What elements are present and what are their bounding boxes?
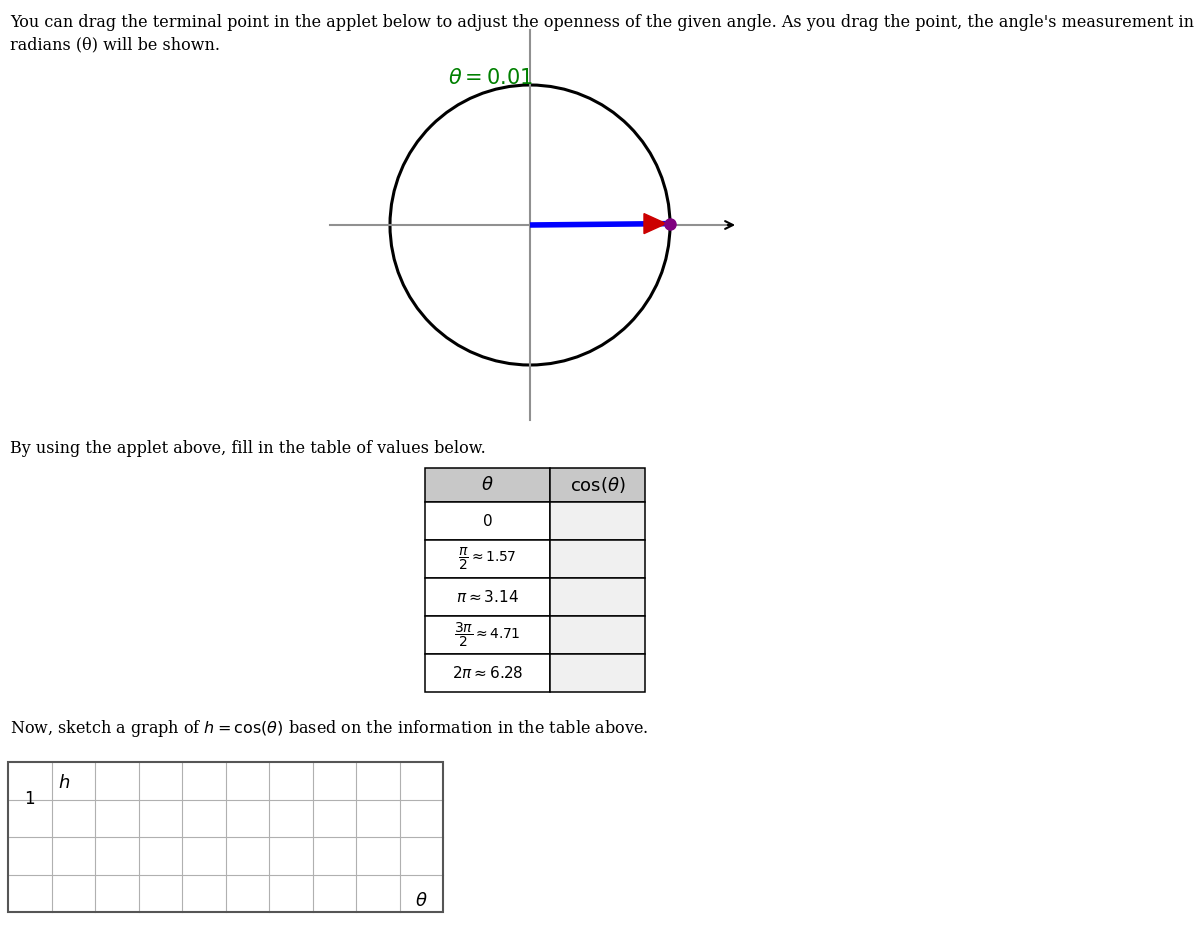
Bar <box>425 654 550 692</box>
Polygon shape <box>644 214 666 234</box>
Bar <box>550 468 646 502</box>
Text: $\pi \approx 3.14$: $\pi \approx 3.14$ <box>456 589 518 605</box>
Bar <box>8 762 443 912</box>
Text: $\theta = 0.01$: $\theta = 0.01$ <box>448 68 533 88</box>
Text: $2\pi \approx 6.28$: $2\pi \approx 6.28$ <box>451 665 523 681</box>
Bar <box>550 502 646 540</box>
Text: $h$: $h$ <box>59 773 71 792</box>
Text: $\cos(\theta)$: $\cos(\theta)$ <box>570 475 625 495</box>
Bar <box>550 616 646 654</box>
Bar <box>425 468 550 502</box>
Text: $\dfrac{3\pi}{2} \approx 4.71$: $\dfrac{3\pi}{2} \approx 4.71$ <box>455 621 521 649</box>
Text: $\dfrac{\pi}{2} \approx 1.57$: $\dfrac{\pi}{2} \approx 1.57$ <box>458 546 517 573</box>
Text: Now, sketch a graph of $h = \cos(\theta)$ based on the information in the table : Now, sketch a graph of $h = \cos(\theta)… <box>10 718 648 739</box>
Text: By using the applet above, fill in the table of values below.: By using the applet above, fill in the t… <box>10 440 486 457</box>
Bar <box>425 578 550 616</box>
Text: $1$: $1$ <box>24 791 35 808</box>
Bar <box>550 654 646 692</box>
Bar <box>550 578 646 616</box>
Bar <box>8 762 443 912</box>
Text: $\theta$: $\theta$ <box>415 892 427 910</box>
Text: radians (θ) will be shown.: radians (θ) will be shown. <box>10 36 220 53</box>
Bar <box>550 540 646 578</box>
Text: $\theta$: $\theta$ <box>481 476 494 494</box>
Bar <box>425 616 550 654</box>
Text: $0$: $0$ <box>482 513 493 529</box>
Bar <box>425 540 550 578</box>
Text: You can drag the terminal point in the applet below to adjust the openness of th: You can drag the terminal point in the a… <box>10 14 1194 31</box>
Bar <box>425 502 550 540</box>
